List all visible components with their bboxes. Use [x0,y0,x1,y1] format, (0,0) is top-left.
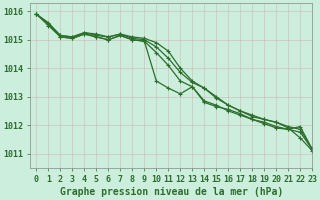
X-axis label: Graphe pression niveau de la mer (hPa): Graphe pression niveau de la mer (hPa) [60,187,283,197]
